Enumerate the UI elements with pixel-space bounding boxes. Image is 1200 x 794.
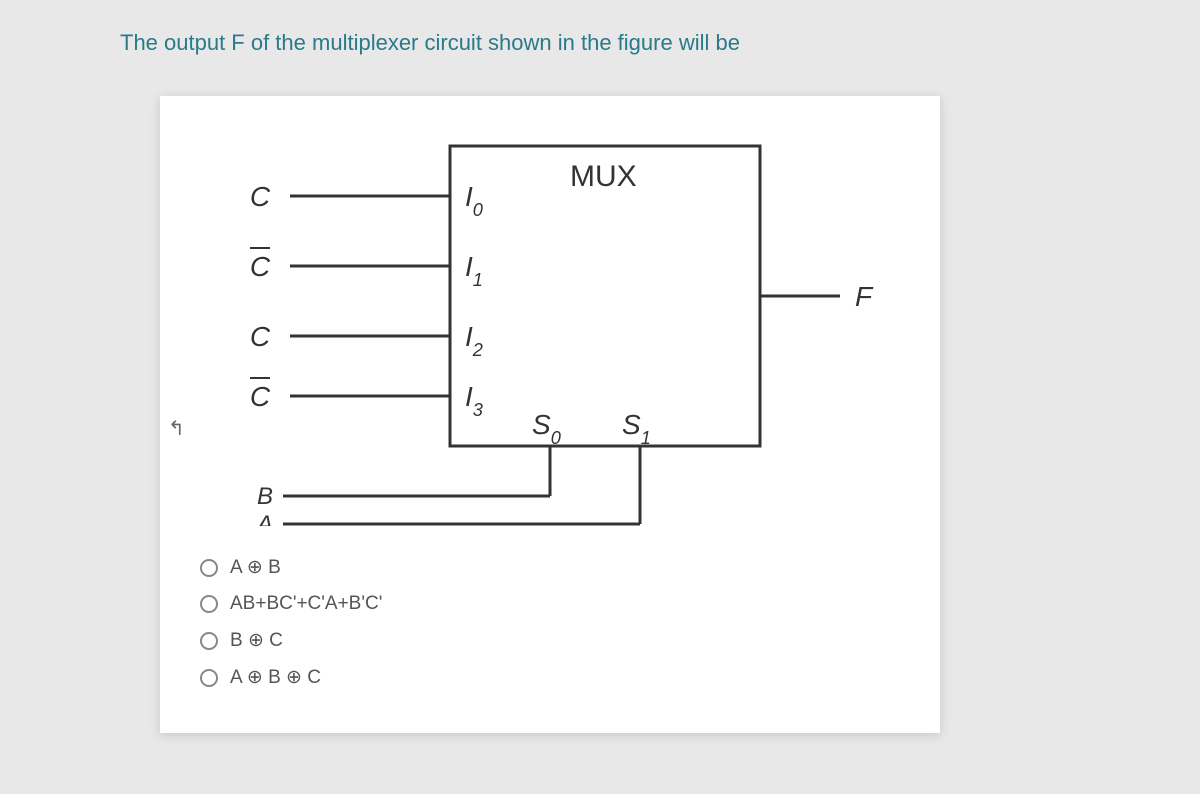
circuit-diagram: ↰ MUX C I0 C I1 C I2 C I3 B S0 A S1 F A ⊕ B AB+BC'…: [160, 96, 940, 733]
svg-text:I2: I2: [465, 321, 483, 360]
question-text: The output F of the multiplexer circuit …: [120, 30, 1080, 56]
svg-text:I3: I3: [465, 381, 483, 420]
mux-svg: MUX C I0 C I1 C I2 C I3 B S0 A S1 F: [190, 126, 890, 526]
svg-text:S1: S1: [622, 409, 651, 448]
svg-text:F: F: [855, 281, 874, 312]
svg-text:C: C: [250, 251, 271, 282]
svg-text:C: C: [250, 381, 271, 412]
svg-text:B: B: [257, 483, 273, 510]
answer-options: A ⊕ B AB+BC'+C'A+B'C' B ⊕ C A ⊕ B ⊕ C: [200, 556, 900, 689]
radio-icon: [200, 632, 218, 650]
radio-icon: [200, 595, 218, 613]
option-label: B ⊕ C: [230, 629, 283, 652]
option-2[interactable]: B ⊕ C: [200, 629, 900, 652]
option-label: A ⊕ B: [230, 556, 281, 579]
option-0[interactable]: A ⊕ B: [200, 556, 900, 579]
option-label: AB+BC'+C'A+B'C': [230, 593, 382, 615]
option-3[interactable]: A ⊕ B ⊕ C: [200, 666, 900, 689]
svg-text:C: C: [250, 321, 271, 352]
option-label: A ⊕ B ⊕ C: [230, 666, 321, 689]
svg-text:S0: S0: [532, 409, 561, 448]
radio-icon: [200, 559, 218, 577]
svg-text:MUX: MUX: [570, 160, 637, 193]
option-1[interactable]: AB+BC'+C'A+B'C': [200, 593, 900, 615]
svg-text:I0: I0: [465, 181, 483, 220]
svg-text:C: C: [250, 181, 271, 212]
radio-icon: [200, 669, 218, 687]
svg-text:A: A: [255, 511, 273, 526]
svg-text:I1: I1: [465, 251, 483, 290]
cursor-icon: ↰: [168, 416, 185, 441]
